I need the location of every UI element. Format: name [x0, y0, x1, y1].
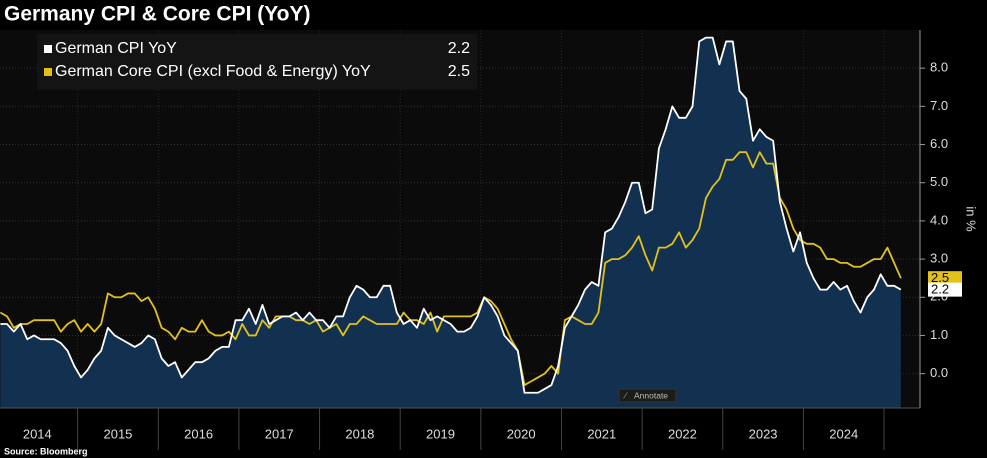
- legend-value: 2.5: [448, 63, 470, 80]
- area: [0, 37, 901, 409]
- x-tick-label: 2021: [587, 426, 616, 441]
- end-value-label: 2.5: [931, 270, 949, 285]
- y-tick-label: 0.0: [930, 365, 948, 380]
- axis: 0.01.02.03.04.05.06.07.08.0in %201420152…: [0, 30, 979, 450]
- chart-title: Germany CPI & Core CPI (YoY): [4, 3, 311, 26]
- x-tick-label: 2014: [23, 426, 52, 441]
- end-value-tag: [928, 282, 962, 297]
- legend-swatch: [44, 68, 52, 76]
- x-tick-label: 2019: [426, 426, 455, 441]
- legend-swatch: [44, 45, 52, 53]
- x-tick-label: 2015: [103, 426, 132, 441]
- y-tick-label: 7.0: [930, 98, 948, 113]
- x-tick-label: 2023: [749, 426, 778, 441]
- annotate-label[interactable]: Annotate: [634, 390, 668, 400]
- annotate-icon[interactable]: ∕: [623, 390, 628, 400]
- x-tick-label: 2022: [668, 426, 697, 441]
- annotate-button[interactable]: ∕ Annotate: [618, 388, 677, 403]
- y-tick-label: 1.0: [930, 327, 948, 342]
- legend-box: [37, 34, 477, 90]
- legend-value: 2.2: [448, 40, 470, 57]
- x-tick-label: 2020: [507, 426, 536, 441]
- end-value-label: 2.2: [931, 282, 949, 297]
- x-tick-label: 2018: [345, 426, 374, 441]
- source: Source: Bloomberg: [4, 446, 88, 456]
- y-tick-label: 5.0: [930, 174, 948, 189]
- line: [0, 151, 902, 386]
- legend-label: German Core CPI (excl Food & Energy) YoY: [55, 63, 371, 80]
- line: [0, 36, 902, 394]
- y-tick-label: 3.0: [930, 251, 948, 266]
- x-tick-label: 2017: [265, 426, 294, 441]
- y-tick-label: 8.0: [930, 60, 948, 75]
- x-tick-label: 2024: [829, 426, 858, 441]
- annotate-button-bg[interactable]: [618, 388, 677, 403]
- legend-label: German CPI YoY: [55, 40, 177, 57]
- y-tick-label: 4.0: [930, 212, 948, 227]
- y-axis-label: in %: [964, 206, 979, 232]
- end-value-tag: [928, 271, 962, 286]
- legend: German CPI YoY 2.2 German Core CPI (excl F…: [37, 34, 477, 90]
- x-tick-label: 2016: [184, 426, 213, 441]
- marks: [0, 36, 902, 409]
- y-tick-label: 6.0: [930, 136, 948, 151]
